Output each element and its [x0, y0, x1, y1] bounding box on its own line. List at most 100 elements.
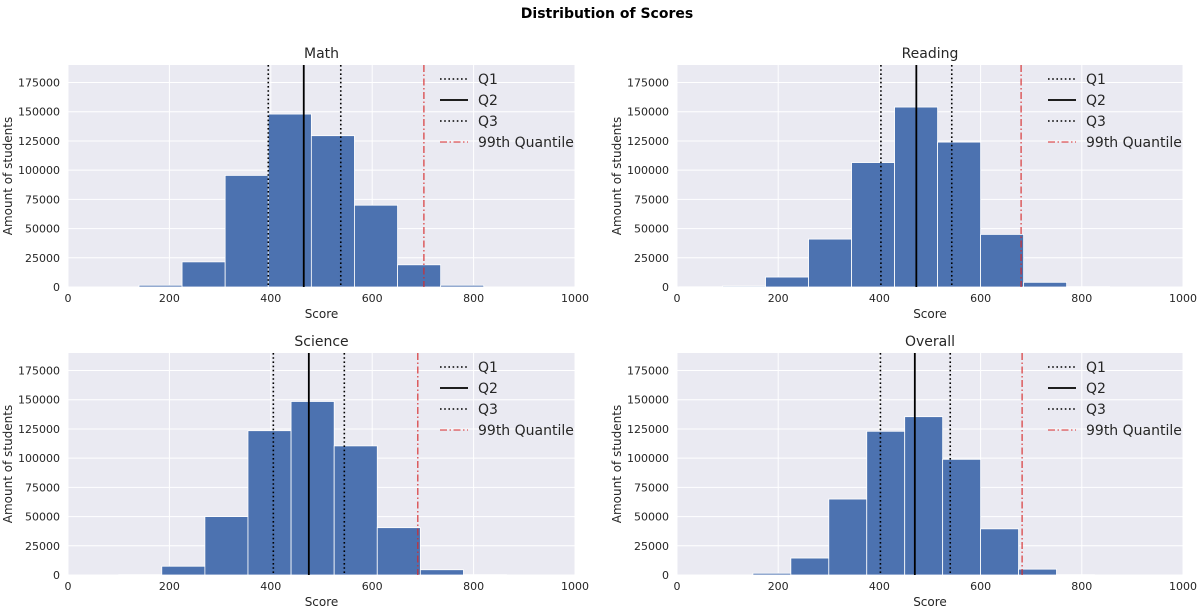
y-tick-label: 50000: [25, 223, 60, 236]
x-tick-label: 600: [362, 292, 383, 305]
legend-label-q1: Q1: [478, 360, 498, 376]
histogram-bar: [181, 261, 226, 288]
legend-label-q1: Q1: [1086, 72, 1106, 88]
x-tick-label: 400: [869, 292, 890, 305]
x-tick-label: 200: [159, 292, 180, 305]
x-axis-label: Score: [913, 595, 947, 609]
subplot-title: Overall: [905, 334, 955, 350]
legend-label-q1: Q1: [478, 72, 498, 88]
y-tick-label: 175000: [627, 365, 669, 378]
y-axis-label: Amount of students: [1, 405, 15, 523]
y-tick-label: 25000: [25, 252, 60, 265]
x-tick-label: 400: [869, 580, 890, 593]
y-tick-label: 0: [662, 569, 669, 582]
histogram-bar: [267, 113, 312, 288]
x-tick-label: 800: [463, 580, 484, 593]
x-tick-label: 800: [1071, 292, 1092, 305]
x-tick-label: 1000: [1169, 580, 1197, 593]
legend-label-99th-quantile: 99th Quantile: [478, 135, 574, 151]
y-tick-label: 0: [53, 569, 60, 582]
x-tick-label: 0: [674, 580, 681, 593]
y-tick-label: 125000: [18, 423, 60, 436]
y-tick-label: 100000: [18, 164, 60, 177]
legend-label-q3: Q3: [478, 114, 498, 130]
x-axis-label: Score: [305, 595, 339, 609]
legend-label-q2: Q2: [1086, 381, 1106, 397]
histogram-bar: [376, 527, 421, 576]
histogram-bar: [942, 458, 982, 576]
x-tick-label: 1000: [561, 580, 589, 593]
y-tick-label: 100000: [18, 452, 60, 465]
histogram-bar: [138, 284, 183, 288]
histogram-bar: [354, 204, 398, 288]
x-tick-label: 200: [768, 292, 789, 305]
y-tick-label: 75000: [25, 193, 60, 206]
y-tick-label: 125000: [627, 423, 669, 436]
subplot-title: Reading: [902, 46, 959, 62]
x-tick-label: 0: [674, 292, 681, 305]
x-tick-label: 600: [970, 292, 991, 305]
histogram-bar: [224, 175, 269, 288]
x-tick-label: 800: [463, 292, 484, 305]
histogram-bar: [722, 285, 766, 288]
y-tick-label: 125000: [627, 135, 669, 148]
histogram-bar: [980, 234, 1025, 288]
histogram-bar: [790, 557, 830, 576]
histogram-bar: [440, 284, 485, 288]
legend: Q1 Q2 Q3 99th Quantile: [440, 360, 574, 439]
histogram-bar: [310, 135, 355, 288]
legend-label-99th-quantile: 99th Quantile: [1086, 423, 1182, 439]
histogram-bar: [247, 430, 292, 576]
y-tick-label: 50000: [25, 511, 60, 524]
histogram-bar: [866, 430, 906, 576]
y-tick-label: 25000: [634, 252, 669, 265]
x-tick-label: 0: [65, 292, 72, 305]
subplot-title: Math: [304, 46, 339, 62]
legend-label-q2: Q2: [478, 93, 498, 109]
legend-label-q3: Q3: [478, 402, 498, 418]
x-tick-label: 0: [65, 580, 72, 593]
legend: Q1 Q2 Q3 99th Quantile: [440, 72, 574, 151]
y-tick-label: 175000: [627, 77, 669, 90]
y-tick-label: 150000: [18, 106, 60, 119]
x-tick-label: 200: [768, 580, 789, 593]
x-tick-label: 1000: [561, 292, 589, 305]
histogram-bar: [161, 565, 206, 576]
histogram-bar: [419, 569, 464, 576]
y-tick-label: 25000: [634, 540, 669, 553]
y-tick-label: 175000: [18, 365, 60, 378]
y-tick-label: 175000: [18, 77, 60, 90]
legend-label-q3: Q3: [1086, 402, 1106, 418]
histogram-bar: [1018, 568, 1057, 576]
histogram-bar: [980, 528, 1019, 576]
histogram-bar: [765, 276, 809, 288]
y-tick-label: 100000: [627, 452, 669, 465]
histogram-bar: [397, 264, 442, 288]
y-tick-label: 150000: [627, 106, 669, 119]
y-tick-label: 75000: [25, 481, 60, 494]
y-tick-label: 75000: [634, 193, 669, 206]
x-tick-label: 600: [970, 580, 991, 593]
legend-label-q2: Q2: [1086, 93, 1106, 109]
legend: Q1 Q2 Q3 99th Quantile: [1048, 360, 1182, 439]
y-tick-label: 150000: [627, 394, 669, 407]
y-tick-label: 0: [53, 281, 60, 294]
x-tick-label: 600: [362, 580, 383, 593]
subplots: Q1 Q2 Q3 99th Quantile 0 200 400 600 800 1000 0 250…: [1, 46, 1197, 609]
histogram-bar: [937, 141, 982, 288]
x-axis-label: Score: [305, 307, 339, 321]
x-tick-label: 1000: [1169, 292, 1197, 305]
legend-label-99th-quantile: 99th Quantile: [1086, 135, 1182, 151]
y-tick-label: 50000: [634, 223, 669, 236]
histogram-bar: [204, 516, 249, 576]
x-tick-label: 400: [260, 580, 281, 593]
legend-label-q2: Q2: [478, 381, 498, 397]
subplot-reading: Q1 Q2 Q3 99th Quantile 0 200 400 600 800 1000 0 250…: [610, 46, 1197, 321]
legend: Q1 Q2 Q3 99th Quantile: [1048, 72, 1182, 151]
histogram-bar: [333, 445, 378, 576]
histogram-bar: [1023, 281, 1068, 288]
x-axis-label: Score: [913, 307, 947, 321]
subplot-overall: Q1 Q2 Q3 99th Quantile 0 200 400 600 800 1000 0 250…: [610, 334, 1197, 609]
legend-label-99th-quantile: 99th Quantile: [478, 423, 574, 439]
histogram-bar: [828, 498, 868, 576]
